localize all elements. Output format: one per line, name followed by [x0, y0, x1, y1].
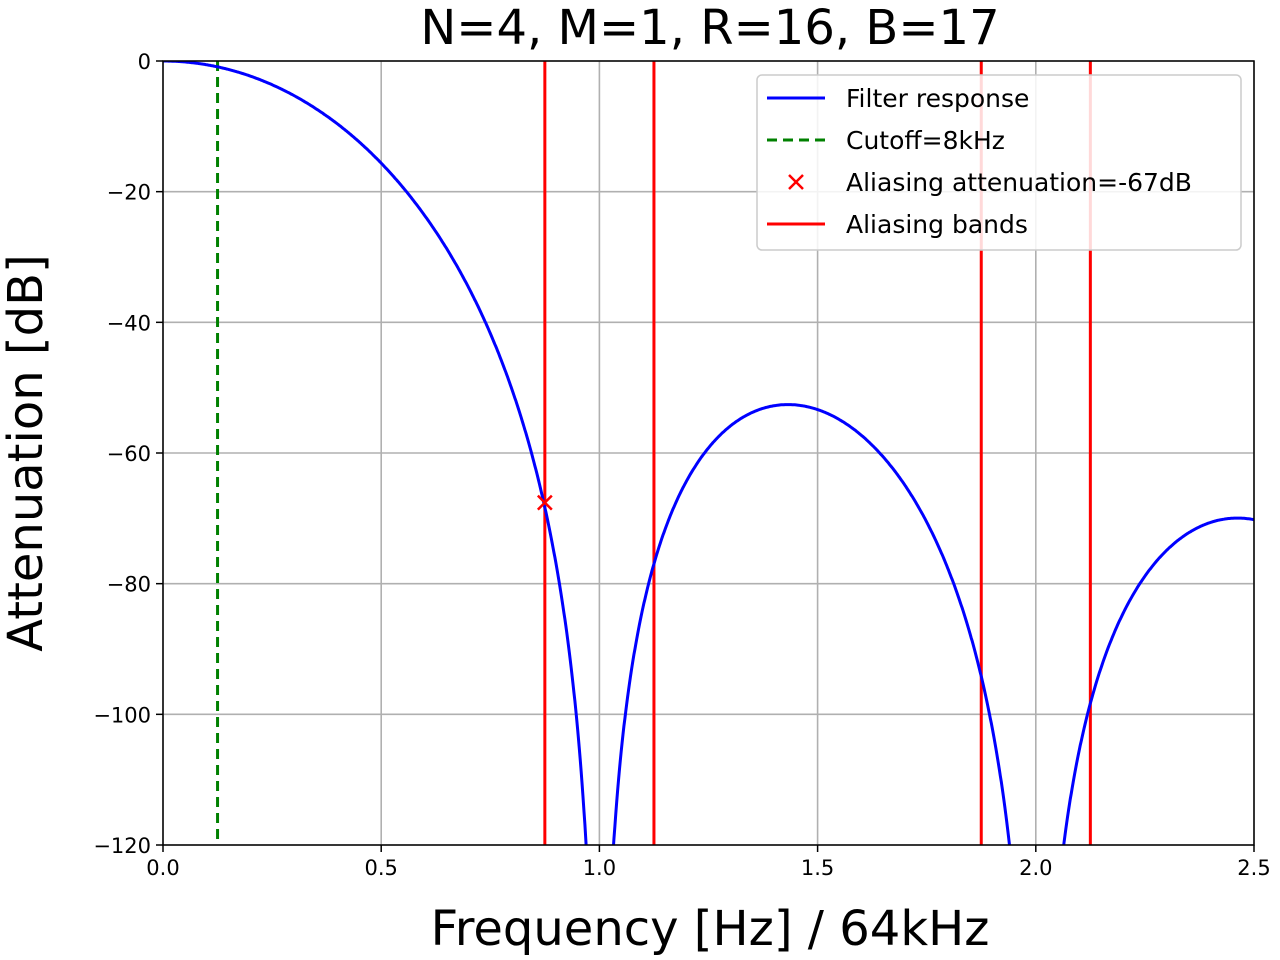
y-tick-label: −60	[107, 442, 151, 466]
x-axis-label: Frequency [Hz] / 64kHz	[431, 901, 990, 957]
y-tick-label: −120	[93, 834, 151, 858]
legend-label: Aliasing bands	[846, 210, 1028, 239]
y-axis: 0 −20 −40 −60 −80 −100 −120	[93, 50, 163, 858]
legend-entry: Aliasing bands	[767, 210, 1028, 239]
filter-response-line	[163, 61, 588, 845]
filter-response-line	[612, 403, 1011, 845]
y-tick-label: 0	[138, 50, 151, 74]
plot-area	[163, 61, 1254, 845]
y-tick-label: −40	[107, 311, 151, 335]
legend-entry: Filter response	[767, 84, 1029, 113]
legend-label: Aliasing attenuation=-67dB	[846, 168, 1192, 197]
legend: Filter response Cutoff=8kHz Aliasing atten…	[756, 74, 1242, 251]
chart-title: N=4, M=1, R=16, B=17	[420, 0, 999, 56]
y-axis-label: Attenuation [dB]	[0, 254, 54, 651]
legend-swatch	[788, 174, 804, 190]
legend-label: Filter response	[846, 84, 1029, 113]
legend-box	[756, 74, 1242, 251]
grid	[162, 60, 1255, 846]
x-tick-label: 0.0	[146, 856, 179, 880]
legend-entry: Cutoff=8kHz	[767, 126, 1005, 155]
filter-response-line	[1062, 516, 1254, 845]
y-tick-label: −80	[107, 573, 151, 597]
x-tick-label: 1.5	[801, 856, 834, 880]
aliasing-attenuation-marker	[536, 494, 553, 511]
legend-label: Cutoff=8kHz	[846, 126, 1005, 155]
x-tick-label: 2.5	[1237, 856, 1270, 880]
x-tick-label: 1.0	[583, 856, 616, 880]
x-tick-label: 2.0	[1019, 856, 1052, 880]
x-axis: 0.0 0.5 1.0 1.5 2.0 2.5	[146, 845, 1271, 880]
y-tick-label: −20	[107, 181, 151, 205]
y-tick-label: −100	[93, 703, 151, 727]
axes-frame	[162, 60, 1255, 846]
x-tick-label: 0.5	[364, 856, 397, 880]
legend-entry: Aliasing attenuation=-67dB	[788, 168, 1192, 197]
marker-stroke	[536, 494, 553, 511]
